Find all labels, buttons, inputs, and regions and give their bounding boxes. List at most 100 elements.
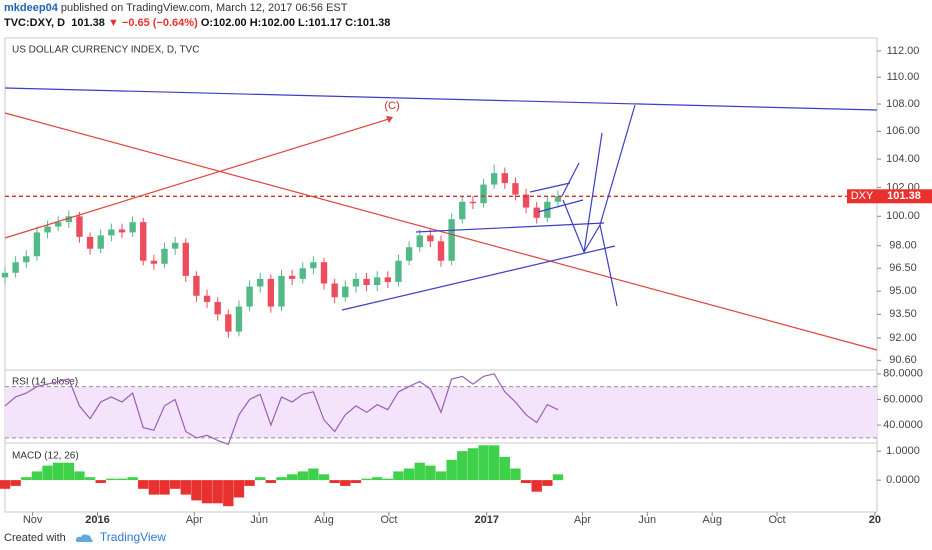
macd-bar [372,477,383,481]
candle-body [129,222,136,233]
candle-body [395,260,402,282]
macd-bar [21,477,32,481]
candle-body [23,256,30,263]
macd-bar [318,474,330,481]
header-line: mkdeep04 published on TradingView.com, M… [4,2,347,14]
macd-bar [329,480,340,484]
macd-bar [286,474,298,481]
candle-body [437,241,445,261]
macd-bar [425,465,436,481]
macd-bar [233,480,245,498]
candle-body [374,277,381,285]
chart-title: US DOLLAR CURRENCY INDEX, D, TVC [12,45,199,56]
x-tick-label: 2017 [474,514,498,526]
projection [599,104,636,226]
pane-border [4,37,878,513]
candle-body [480,184,487,204]
symbol-tag-box [847,189,877,204]
macd-bar [542,480,553,486]
macd-bar [361,478,372,481]
candle-body [554,196,562,202]
candle-body [33,232,41,257]
candle-body [86,236,94,249]
macd-bar [127,477,138,481]
y-tick-label: 108.00 [886,98,920,110]
macd-bar [340,480,351,486]
macd-bar [212,480,223,504]
author[interactable]: mkdeep04 [4,2,58,14]
macd-bar [435,471,447,481]
macd-bar [84,477,96,481]
candle-body [331,283,338,298]
candle-body [267,278,275,307]
macd-bar [531,480,542,492]
candle-body [203,295,211,302]
y-tick-label: 90.60 [889,354,917,366]
y-tick-label: 60.0000 [883,393,923,405]
macd-bar [116,478,128,481]
macd-bar [63,462,74,481]
arrow-head [386,116,393,123]
macd-bar [467,448,479,481]
candle-body [44,226,51,233]
candle-body [257,278,264,287]
candle-body [108,229,115,236]
y-tick-label: 104.00 [886,153,920,165]
brand[interactable]: TradingView [99,530,166,544]
wave-label: (C) [384,100,399,112]
candle-body [469,201,477,204]
candle-body [459,201,466,220]
macd-bar [223,480,234,507]
macd-bar [31,471,43,481]
candle-body [225,314,232,332]
macd-bar [148,480,160,495]
candle-body [246,286,253,307]
channel-line [529,182,571,193]
macd-bar [414,462,425,481]
y-tick-label: 95.00 [889,285,917,297]
candle-body [522,194,530,208]
candle-body [501,173,508,184]
projection [561,162,580,197]
channel-line [537,199,584,213]
candle-body [278,275,285,307]
macd-bar [42,465,53,481]
rsi-line [4,373,559,446]
x-tick-label: Apr [186,514,203,526]
symbol-line: TVC:DXY, D 101.38 ▼ −0.65 (−0.64%) O:102… [4,17,390,29]
macd-bar [10,480,21,486]
macd-bar [191,480,202,501]
x-tick-label: Oct [380,514,397,526]
candle-body [54,222,62,227]
macd-bar [510,468,521,481]
data-layer [0,164,877,507]
footer: Created with TradingView [4,530,166,544]
candle-body [12,262,19,273]
y-tick-label: 93.50 [889,308,917,320]
y-tick-label: 1.0000 [886,445,920,457]
macd-bar [350,480,362,484]
candle-body [150,260,158,264]
price: 101.38 [71,17,105,29]
trend-line [4,87,878,111]
trend-line [4,117,393,239]
published: published on TradingView.com, March 12, … [60,2,348,14]
candle-body [405,247,413,261]
macd-title: MACD (12, 26) [12,451,79,462]
candle-body [416,235,423,248]
candle-body [427,235,434,242]
x-tick-label: 20 [869,514,881,526]
price-tag: 101.38 [887,190,921,202]
price-tag-box [877,189,932,204]
macd-bar [552,474,564,481]
candle-body [320,262,328,284]
macd-bar [393,471,404,481]
symbol: TVC:DXY, D [4,17,66,29]
candle-body [342,286,349,298]
candle-body [352,278,360,287]
macd-bar [180,480,191,495]
macd-bar [297,471,308,481]
projection [562,132,603,255]
x-tick-label: Apr [574,514,591,526]
